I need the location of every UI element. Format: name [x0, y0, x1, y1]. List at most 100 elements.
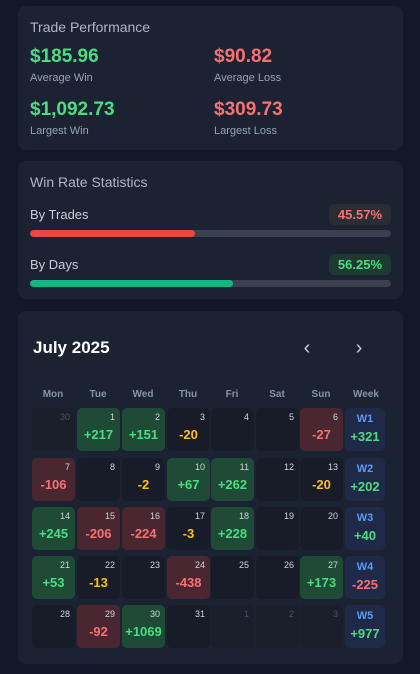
week-summary-cell[interactable]: W3 +40	[345, 507, 385, 550]
calendar-day-pnl: -20	[179, 427, 198, 442]
calendar-day-number: 26	[283, 560, 294, 570]
calendar-day-cell[interactable]: 2 +151	[122, 408, 165, 451]
week-summary-cell[interactable]: W1 +321	[345, 408, 385, 451]
calendar-day-cell[interactable]: 21 +53	[32, 556, 75, 599]
calendar-day-number: 2	[154, 412, 160, 422]
calendar-day-cell[interactable]: 5	[256, 408, 299, 451]
calendar-day-cell[interactable]: 1 +217	[77, 408, 120, 451]
week-summary-cell[interactable]: W2 +202	[345, 458, 385, 501]
largest-loss-label: Largest Loss	[214, 125, 277, 137]
week-pnl-value: -225	[351, 577, 379, 592]
week-label: W2	[356, 463, 374, 475]
calendar-day-cell[interactable]: 8	[77, 458, 120, 501]
average-win-value: $185.96	[30, 46, 99, 67]
largest-win-stat: $1,092.73 Largest Win	[30, 99, 210, 137]
calendar-day-cell[interactable]: 13 -20	[300, 458, 343, 501]
calendar-day-cell[interactable]: 12	[256, 458, 299, 501]
calendar-day-cell[interactable]: 3 -20	[167, 408, 210, 451]
calendar-day-number: 15	[104, 511, 115, 521]
chevron-left-icon: ‹	[303, 337, 311, 359]
weekday-header-week: Week	[353, 389, 379, 400]
week-pnl-value: +321	[350, 429, 380, 444]
weekday-header-fri: Fri	[225, 389, 239, 400]
week-label: W4	[356, 561, 374, 573]
calendar-day-number: 5	[288, 412, 294, 422]
calendar-day-cell[interactable]: 15 -206	[77, 507, 120, 550]
calendar-day-cell: 3	[300, 605, 343, 648]
week-summary-cell[interactable]: W5 +977	[345, 605, 385, 648]
week-label: W3	[356, 512, 374, 524]
calendar-day-cell[interactable]: 28	[32, 605, 75, 648]
calendar-day-cell[interactable]: 23	[122, 556, 165, 599]
calendar-day-number: 7	[64, 462, 70, 472]
calendar-day-cell[interactable]: 6 -27	[300, 408, 343, 451]
calendar-day-cell[interactable]: 11 +262	[211, 458, 254, 501]
calendar-day-number: 4	[243, 412, 249, 422]
calendar-day-cell[interactable]: 31	[167, 605, 210, 648]
calendar-day-cell[interactable]: 7 -106	[32, 458, 75, 501]
calendar-day-pnl: +262	[217, 477, 248, 492]
next-month-button[interactable]: ›	[345, 335, 373, 363]
calendar-day-cell[interactable]: 27 +173	[300, 556, 343, 599]
calendar-day-cell[interactable]: 4	[211, 408, 254, 451]
calendar-day-number: 3	[199, 412, 205, 422]
calendar-day-number: 29	[104, 609, 115, 619]
by-days-progress-fill	[30, 280, 234, 287]
calendar-day-pnl: +53	[42, 575, 65, 590]
calendar-day-pnl: -20	[312, 477, 331, 492]
calendar-day-cell[interactable]: 19	[256, 507, 299, 550]
calendar-day-cell[interactable]: 16 -224	[122, 507, 165, 550]
calendar-day-cell: 30	[32, 408, 75, 451]
calendar-day-number: 21	[59, 560, 70, 570]
calendar-day-number: 27	[327, 560, 338, 570]
calendar-day-number: 23	[149, 560, 160, 570]
calendar-day-cell[interactable]: 24 -438	[167, 556, 210, 599]
calendar-day-number: 8	[109, 462, 115, 472]
calendar-day-number: 1	[109, 412, 115, 422]
week-pnl-value: +977	[350, 626, 380, 641]
calendar-day-pnl: -27	[312, 427, 331, 442]
calendar-day-pnl: +173	[306, 575, 337, 590]
calendar-day-cell[interactable]: 29 -92	[77, 605, 120, 648]
calendar-day-number: 12	[283, 462, 294, 472]
calendar-day-number: 1	[243, 609, 249, 619]
week-pnl-value: +202	[350, 479, 380, 494]
calendar-day-number: 24	[194, 560, 205, 570]
week-pnl-value: +40	[353, 528, 377, 543]
largest-win-value: $1,092.73	[30, 99, 115, 120]
week-summary-cell[interactable]: W4 -225	[345, 556, 385, 599]
calendar-day-number: 22	[104, 560, 115, 570]
calendar-day-number: 19	[283, 511, 294, 521]
largest-win-label: Largest Win	[30, 125, 89, 137]
largest-loss-stat: $309.73 Largest Loss	[214, 99, 394, 137]
calendar-day-number: 6	[332, 412, 338, 422]
calendar-day-number: 17	[194, 511, 205, 521]
calendar-day-pnl: -2	[137, 477, 150, 492]
calendar-day-cell: 2	[256, 605, 299, 648]
previous-month-button[interactable]: ‹	[293, 335, 321, 363]
calendar-day-cell[interactable]: 30 +1069	[122, 605, 165, 648]
calendar-day-cell[interactable]: 26	[256, 556, 299, 599]
calendar-day-cell[interactable]: 10 +67	[167, 458, 210, 501]
calendar-day-cell[interactable]: 14 +245	[32, 507, 75, 550]
calendar-day-pnl: +217	[83, 427, 114, 442]
weekday-header-sat: Sat	[269, 389, 285, 400]
weekday-header-mon: Mon	[42, 389, 64, 400]
calendar-day-cell[interactable]: 22 -13	[77, 556, 120, 599]
calendar-day-number: 31	[194, 609, 205, 619]
calendar-day-pnl: +67	[177, 477, 200, 492]
weekday-header-tue: Tue	[89, 389, 107, 400]
calendar-day-number: 9	[154, 462, 160, 472]
calendar-day-cell[interactable]: 25	[211, 556, 254, 599]
calendar-day-cell[interactable]: 20	[300, 507, 343, 550]
largest-loss-value: $309.73	[214, 99, 283, 120]
calendar-day-pnl: +245	[38, 526, 69, 541]
calendar-day-pnl: -3	[182, 526, 195, 541]
calendar-day-number: 20	[327, 511, 338, 521]
calendar-day-pnl: +228	[217, 526, 248, 541]
calendar-day-pnl: -438	[175, 575, 202, 590]
calendar-day-cell[interactable]: 18 +228	[211, 507, 254, 550]
average-loss-label: Average Loss	[214, 72, 282, 84]
calendar-day-cell[interactable]: 17 -3	[167, 507, 210, 550]
calendar-day-cell[interactable]: 9 -2	[122, 458, 165, 501]
